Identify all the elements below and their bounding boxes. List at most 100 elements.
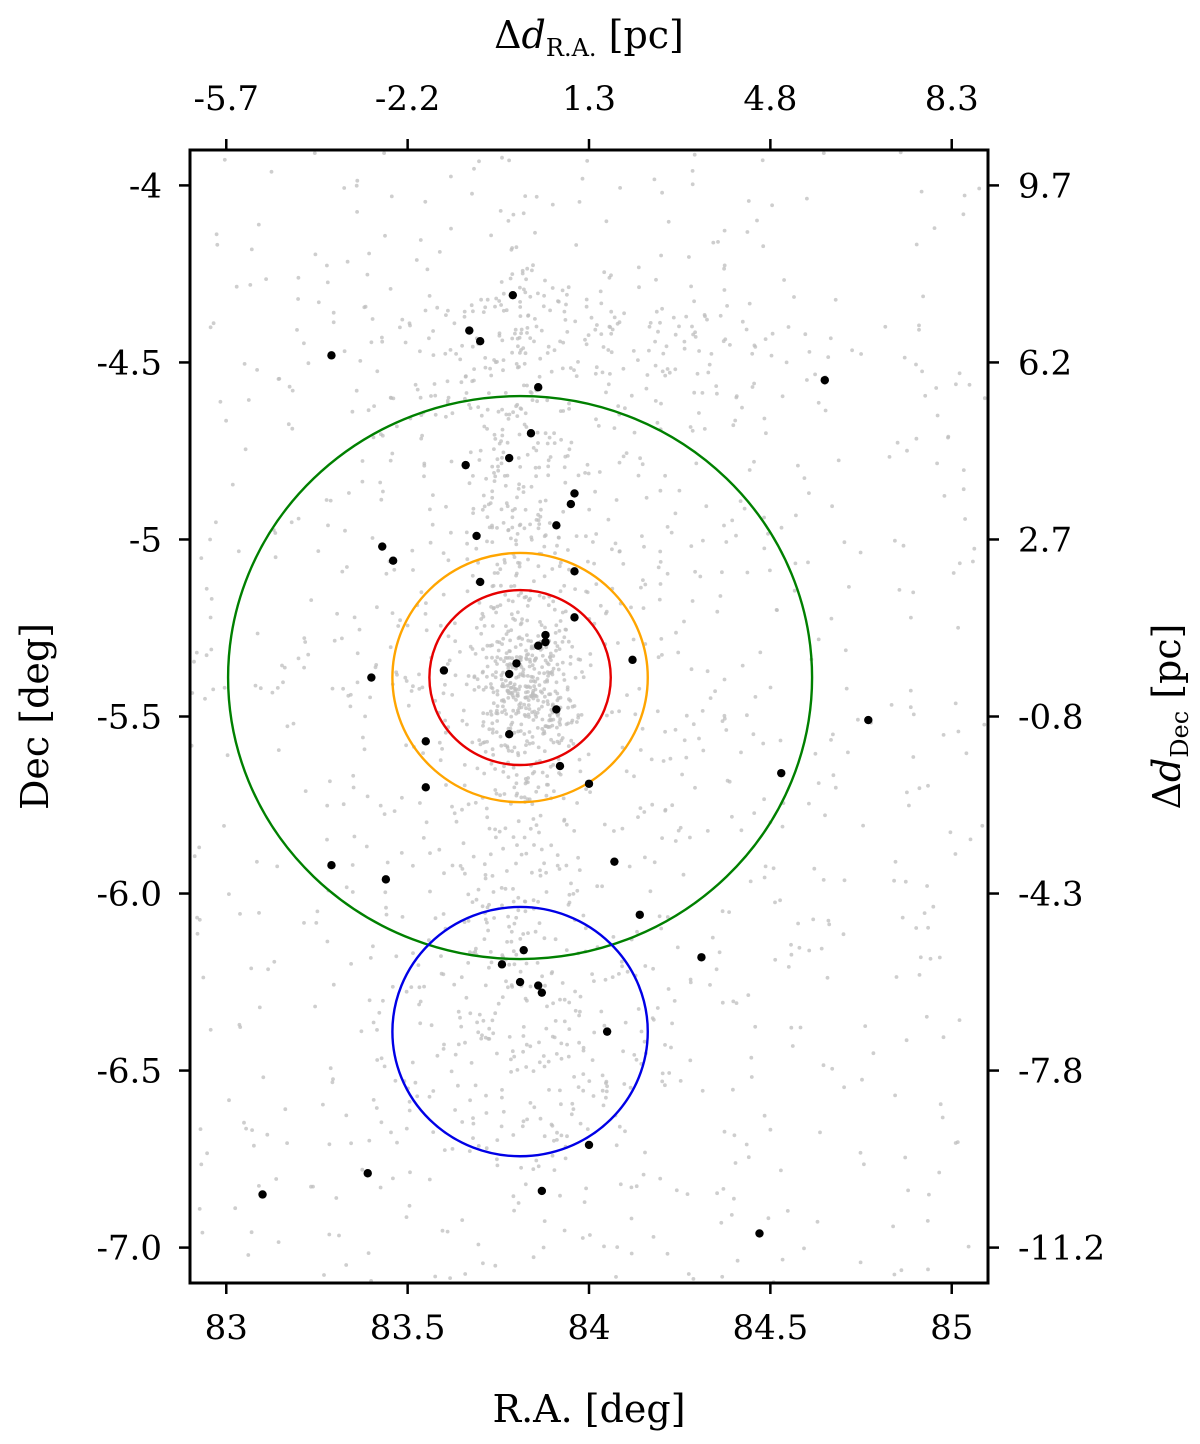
background-star-point [654, 309, 659, 314]
background-star-point [255, 631, 260, 636]
background-star-point [819, 946, 824, 951]
background-star-point [394, 670, 399, 675]
background-star-point [257, 911, 261, 915]
background-star-point [208, 1027, 213, 1032]
background-star-point [763, 864, 768, 869]
background-star-point [502, 764, 506, 769]
background-star-point [350, 863, 355, 867]
background-star-point [458, 357, 463, 362]
background-star-point [528, 984, 533, 989]
background-star-point [530, 735, 535, 739]
background-star-point [721, 1187, 726, 1191]
background-star-point [444, 504, 448, 509]
background-star-point [520, 1124, 525, 1129]
background-star-point [309, 598, 314, 602]
background-star-point [549, 737, 553, 742]
background-star-point [656, 329, 660, 334]
background-star-point [518, 684, 522, 689]
background-star-point [471, 1116, 475, 1120]
background-star-point [395, 424, 399, 429]
background-star-point [498, 209, 503, 213]
background-star-point [813, 751, 818, 756]
background-star-point [701, 748, 706, 753]
background-star-point [499, 677, 504, 682]
background-star-point [617, 1124, 622, 1129]
background-star-point [503, 826, 508, 831]
background-star-point [537, 1040, 541, 1045]
background-star-point [394, 954, 399, 959]
background-star-point [773, 957, 778, 962]
background-star-point [893, 538, 897, 543]
member-star-point [697, 953, 706, 962]
background-star-point [361, 735, 365, 740]
background-star-point [551, 666, 556, 671]
background-star-point [471, 506, 476, 511]
background-star-point [510, 720, 515, 725]
background-star-point [515, 402, 520, 407]
background-star-point [475, 766, 480, 771]
background-star-point [611, 935, 616, 939]
background-star-point [519, 1165, 523, 1170]
background-star-point [541, 1245, 546, 1250]
background-star-point [825, 975, 830, 980]
background-star-point [715, 391, 719, 396]
background-star-point [532, 339, 536, 344]
member-star-point [439, 666, 449, 675]
background-star-point [526, 314, 530, 318]
background-star-point [546, 464, 551, 469]
background-star-point [469, 303, 474, 308]
background-star-point [720, 570, 724, 575]
background-star-point [472, 688, 477, 692]
background-star-point [495, 662, 499, 666]
member-star-point [505, 669, 514, 679]
background-star-point [720, 1274, 725, 1279]
background-star-point [629, 393, 634, 398]
background-star-point [489, 233, 493, 238]
background-star-point [663, 1083, 667, 1088]
background-star-point [242, 1120, 246, 1125]
background-star-point [675, 945, 680, 950]
background-star-point [431, 1089, 436, 1093]
background-star-point [562, 1019, 567, 1024]
background-star-point [642, 1039, 647, 1044]
background-star-point [545, 774, 550, 778]
background-star-point [738, 499, 743, 503]
background-star-point [296, 297, 300, 301]
background-star-point [516, 729, 521, 734]
background-star-point [778, 898, 782, 903]
background-star-point [653, 339, 657, 344]
background-star-point [724, 540, 729, 544]
background-star-point [901, 543, 906, 548]
background-star-point [499, 583, 503, 588]
background-star-point [619, 959, 624, 964]
background-star-point [694, 461, 699, 466]
background-star-point [553, 551, 557, 555]
background-star-point [689, 284, 693, 289]
background-star-point [238, 912, 242, 916]
background-star-point [445, 398, 450, 403]
background-star-point [509, 536, 513, 541]
background-star-point [485, 711, 490, 716]
background-star-point [598, 289, 603, 294]
background-star-point [816, 637, 821, 642]
background-star-point [349, 962, 353, 966]
background-star-point [525, 326, 530, 330]
background-star-point [651, 1017, 656, 1022]
background-star-point [761, 244, 766, 249]
background-star-point [522, 422, 527, 427]
background-star-point [500, 407, 504, 412]
background-star-point [379, 497, 384, 502]
background-star-point [296, 516, 301, 521]
background-star-point [575, 801, 579, 805]
background-star-point [384, 571, 389, 576]
background-star-point [521, 1049, 525, 1054]
background-star-point [494, 610, 498, 615]
background-star-point [341, 686, 345, 691]
background-star-point [411, 684, 415, 689]
background-star-point [612, 829, 616, 833]
background-star-point [842, 1085, 846, 1090]
background-star-point [489, 682, 493, 686]
background-star-point [521, 667, 526, 672]
background-star-point [673, 727, 678, 732]
background-star-point [355, 178, 360, 183]
